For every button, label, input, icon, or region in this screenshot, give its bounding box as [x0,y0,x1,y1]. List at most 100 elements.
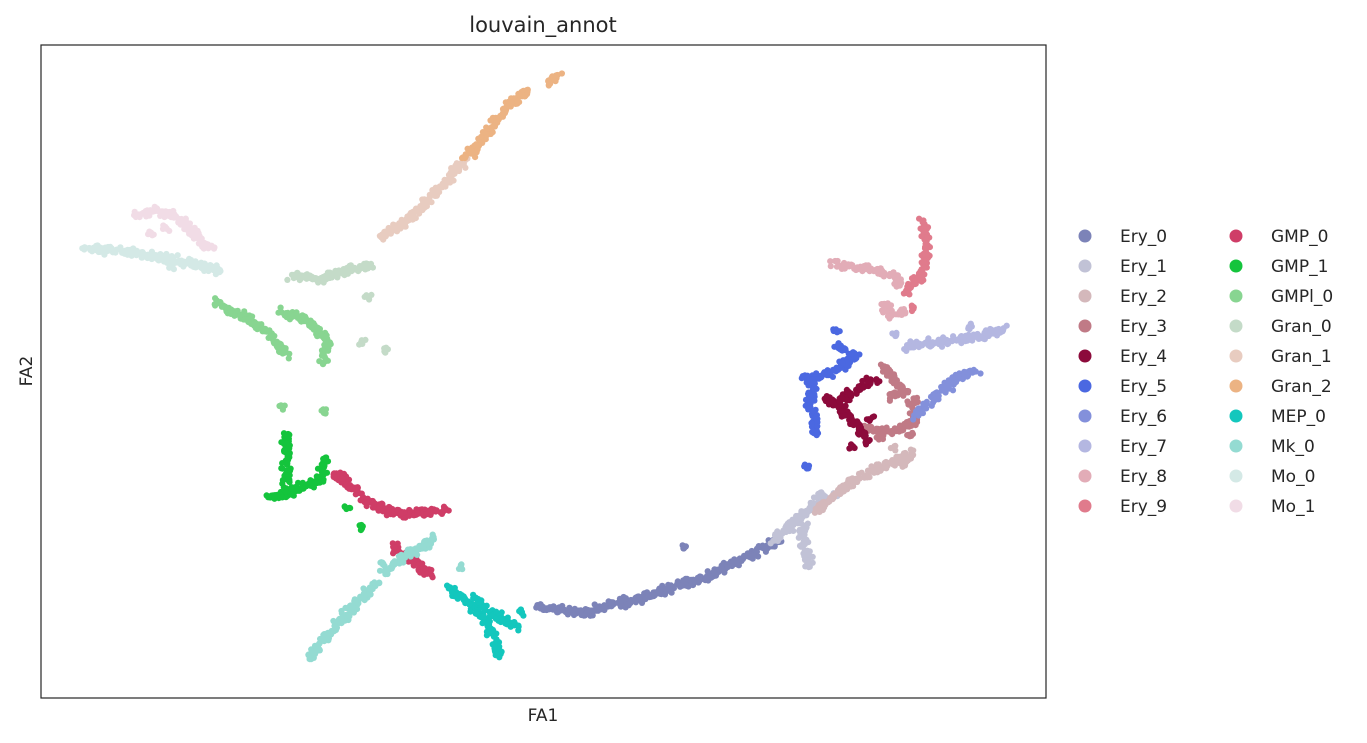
point-Mk_0 [406,549,413,556]
point-Mo_0 [181,258,188,265]
point-MEP_0 [491,644,498,651]
point-Gran_1 [434,191,441,198]
point-MEP_0 [485,620,492,627]
point-GMP_0 [390,550,397,557]
point-GMP_1 [265,494,272,501]
point-Ery_3 [886,397,894,404]
point-GMPl_0 [274,344,281,351]
legend-marker-Ery_1 [1078,259,1092,273]
point-Mo_0 [205,267,212,275]
point-Gran_0 [301,272,308,279]
point-GMP_0 [433,507,440,514]
point-Mk_0 [347,610,354,617]
legend-label-Ery_2: Ery_2 [1120,287,1167,307]
point-Mo_1 [192,234,199,242]
series-Mo_1 [131,203,218,252]
point-Ery_1 [772,531,779,538]
legend-marker-Ery_4 [1078,349,1092,363]
point-Ery_4 [853,390,860,397]
point-MEP_0 [480,613,487,621]
point-Ery_6 [977,370,984,377]
series-Gran_1 [376,155,471,243]
point-GMP_0 [331,474,338,481]
point-GMPl_0 [293,309,300,316]
point-MEP_0 [515,627,522,634]
point-Mk_0 [379,561,387,568]
point-Ery_0 [608,599,615,606]
point-MEP_0 [507,623,514,630]
point-Ery_3 [896,424,903,431]
legend-label-Ery_6: Ery_6 [1120,407,1167,427]
point-Ery_2 [897,453,905,460]
point-Ery_2 [909,452,916,459]
point-GMP_0 [414,510,422,517]
point-Gran_0 [367,260,375,267]
point-Ery_0 [729,562,736,570]
point-Mk_0 [342,604,349,612]
point-Ery_4 [860,384,867,391]
point-MEP_0 [520,612,527,619]
point-GMPl_0 [249,313,256,320]
series-GMPl_0 [211,295,334,417]
point-Mk_0 [350,604,357,611]
point-Ery_5 [839,359,846,366]
series-Gran_0 [284,260,391,356]
point-MEP_0 [449,589,456,596]
point-Ery_2 [847,476,854,484]
point-Ery_4 [862,429,869,437]
point-Mk_0 [458,565,465,572]
point-GMP_0 [370,499,377,506]
point-Ery_0 [733,558,741,565]
point-GMP_1 [318,461,325,468]
point-Gran_1 [401,221,408,228]
point-Ery_0 [704,568,711,575]
point-Ery_8 [889,272,896,279]
point-MEP_0 [475,599,482,606]
point-Mo_1 [172,213,179,220]
point-Mo_0 [212,263,219,270]
point-Ery_0 [651,592,658,599]
point-Mk_0 [371,579,378,586]
point-Gran_1 [456,166,463,173]
point-Ery_7 [967,321,974,328]
point-GMP_1 [302,482,310,489]
point-MEP_0 [515,622,522,629]
legend-marker-Mo_0 [1229,469,1243,483]
point-Ery_9 [920,228,927,235]
point-Gran_1 [443,179,450,186]
point-Ery_3 [901,420,908,428]
legend-marker-Gran_1 [1229,349,1243,363]
point-Ery_1 [777,534,784,541]
point-GMPl_0 [277,402,285,409]
point-Ery_4 [828,399,835,406]
legend-label-Mo_0: Mo_0 [1271,467,1315,487]
point-Ery_0 [695,575,702,582]
point-Ery_3 [904,398,911,405]
point-Ery_5 [807,379,814,386]
series-Ery_8 [827,257,909,322]
point-Ery_7 [959,333,966,340]
point-Ery_3 [906,423,913,430]
point-Ery_6 [915,411,922,418]
point-Ery_5 [848,350,855,357]
point-Gran_2 [488,124,495,131]
point-GMP_1 [285,445,292,452]
point-Ery_4 [867,379,874,386]
point-Ery_8 [827,258,834,265]
point-Ery_9 [904,283,911,290]
point-Ery_2 [875,464,882,471]
point-Ery_9 [912,280,919,287]
point-Ery_3 [910,395,917,402]
point-Ery_3 [890,390,897,398]
legend-marker-GMPl_0 [1229,289,1243,303]
point-Ery_9 [910,303,917,310]
point-GMPl_0 [245,319,252,326]
point-GMP_0 [397,510,404,517]
point-Ery_1 [795,534,802,541]
legend-label-GMPl_0: GMPl_0 [1271,287,1333,307]
point-Ery_2 [861,474,868,481]
point-MEP_0 [481,603,488,610]
point-Ery_2 [818,500,826,508]
legend-marker-MEP_0 [1229,409,1243,423]
